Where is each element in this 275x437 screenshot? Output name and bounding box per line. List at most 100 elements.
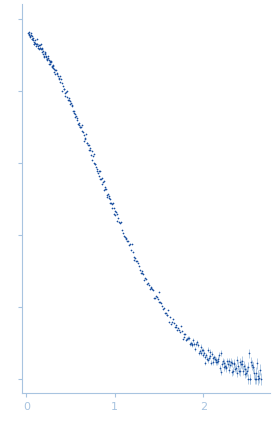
Point bbox=[208, 348, 213, 355]
Point bbox=[79, 124, 83, 131]
Point bbox=[223, 362, 227, 369]
Point bbox=[221, 359, 226, 366]
Point bbox=[242, 362, 246, 369]
Point bbox=[253, 369, 258, 376]
Point bbox=[137, 263, 141, 270]
Point bbox=[29, 35, 34, 42]
Point bbox=[29, 29, 33, 36]
Point bbox=[180, 328, 184, 335]
Point bbox=[123, 234, 128, 241]
Point bbox=[51, 61, 55, 68]
Point bbox=[210, 350, 214, 357]
Point bbox=[101, 179, 105, 186]
Point bbox=[98, 168, 102, 175]
Point bbox=[64, 87, 69, 94]
Point bbox=[45, 55, 49, 62]
Point bbox=[28, 33, 32, 40]
Point bbox=[103, 184, 107, 191]
Point bbox=[146, 279, 150, 286]
Point bbox=[122, 232, 126, 239]
Point bbox=[158, 298, 163, 305]
Point bbox=[130, 241, 134, 248]
Point bbox=[26, 31, 31, 38]
Point bbox=[76, 120, 81, 127]
Point bbox=[34, 42, 38, 49]
Point bbox=[34, 35, 39, 42]
Point bbox=[164, 309, 168, 316]
Point bbox=[63, 89, 68, 96]
Point bbox=[38, 45, 42, 52]
Point bbox=[256, 375, 261, 382]
Point bbox=[44, 53, 48, 60]
Point bbox=[106, 193, 111, 200]
Point bbox=[187, 334, 191, 341]
Point bbox=[37, 45, 41, 52]
Point bbox=[162, 305, 166, 312]
Point bbox=[88, 146, 93, 153]
Point bbox=[228, 361, 232, 368]
Point bbox=[58, 73, 62, 80]
Point bbox=[165, 311, 170, 318]
Point bbox=[232, 361, 237, 368]
Point bbox=[149, 285, 154, 292]
Point bbox=[201, 351, 205, 358]
Point bbox=[50, 62, 55, 69]
Point bbox=[43, 49, 47, 55]
Point bbox=[50, 63, 54, 70]
Point bbox=[42, 49, 47, 56]
Point bbox=[197, 350, 201, 357]
Point bbox=[120, 226, 124, 233]
Point bbox=[36, 42, 40, 49]
Point bbox=[245, 368, 249, 375]
Point bbox=[154, 292, 158, 299]
Point bbox=[222, 364, 227, 371]
Point bbox=[239, 361, 243, 368]
Point bbox=[100, 181, 104, 188]
Point bbox=[79, 121, 84, 128]
Point bbox=[39, 45, 44, 52]
Point bbox=[240, 361, 244, 368]
Point bbox=[107, 194, 111, 201]
Point bbox=[40, 45, 45, 52]
Point bbox=[74, 112, 78, 119]
Point bbox=[66, 97, 71, 104]
Point bbox=[42, 52, 46, 59]
Point bbox=[31, 41, 36, 48]
Point bbox=[56, 76, 61, 83]
Point bbox=[217, 351, 221, 358]
Point bbox=[199, 350, 204, 357]
Point bbox=[32, 38, 37, 45]
Point bbox=[75, 114, 79, 121]
Point bbox=[109, 201, 114, 208]
Point bbox=[35, 40, 40, 47]
Point bbox=[152, 294, 156, 301]
Point bbox=[190, 342, 195, 349]
Point bbox=[157, 298, 162, 305]
Point bbox=[93, 160, 97, 167]
Point bbox=[121, 230, 125, 237]
Point bbox=[114, 209, 118, 216]
Point bbox=[173, 324, 178, 331]
Point bbox=[54, 66, 58, 73]
Point bbox=[81, 128, 85, 135]
Point bbox=[176, 325, 180, 332]
Point bbox=[100, 174, 104, 181]
Point bbox=[213, 359, 218, 366]
Point bbox=[65, 94, 70, 101]
Point bbox=[104, 192, 109, 199]
Point bbox=[132, 256, 137, 263]
Point bbox=[195, 338, 199, 345]
Point bbox=[32, 41, 36, 48]
Point bbox=[45, 57, 49, 64]
Point bbox=[134, 258, 138, 265]
Point bbox=[147, 281, 151, 288]
Point bbox=[27, 28, 32, 35]
Point bbox=[31, 35, 35, 42]
Point bbox=[78, 124, 82, 131]
Point bbox=[49, 59, 53, 66]
Point bbox=[82, 137, 86, 144]
Point bbox=[225, 357, 229, 364]
Point bbox=[73, 111, 78, 118]
Point bbox=[191, 336, 196, 343]
Point bbox=[63, 92, 67, 99]
